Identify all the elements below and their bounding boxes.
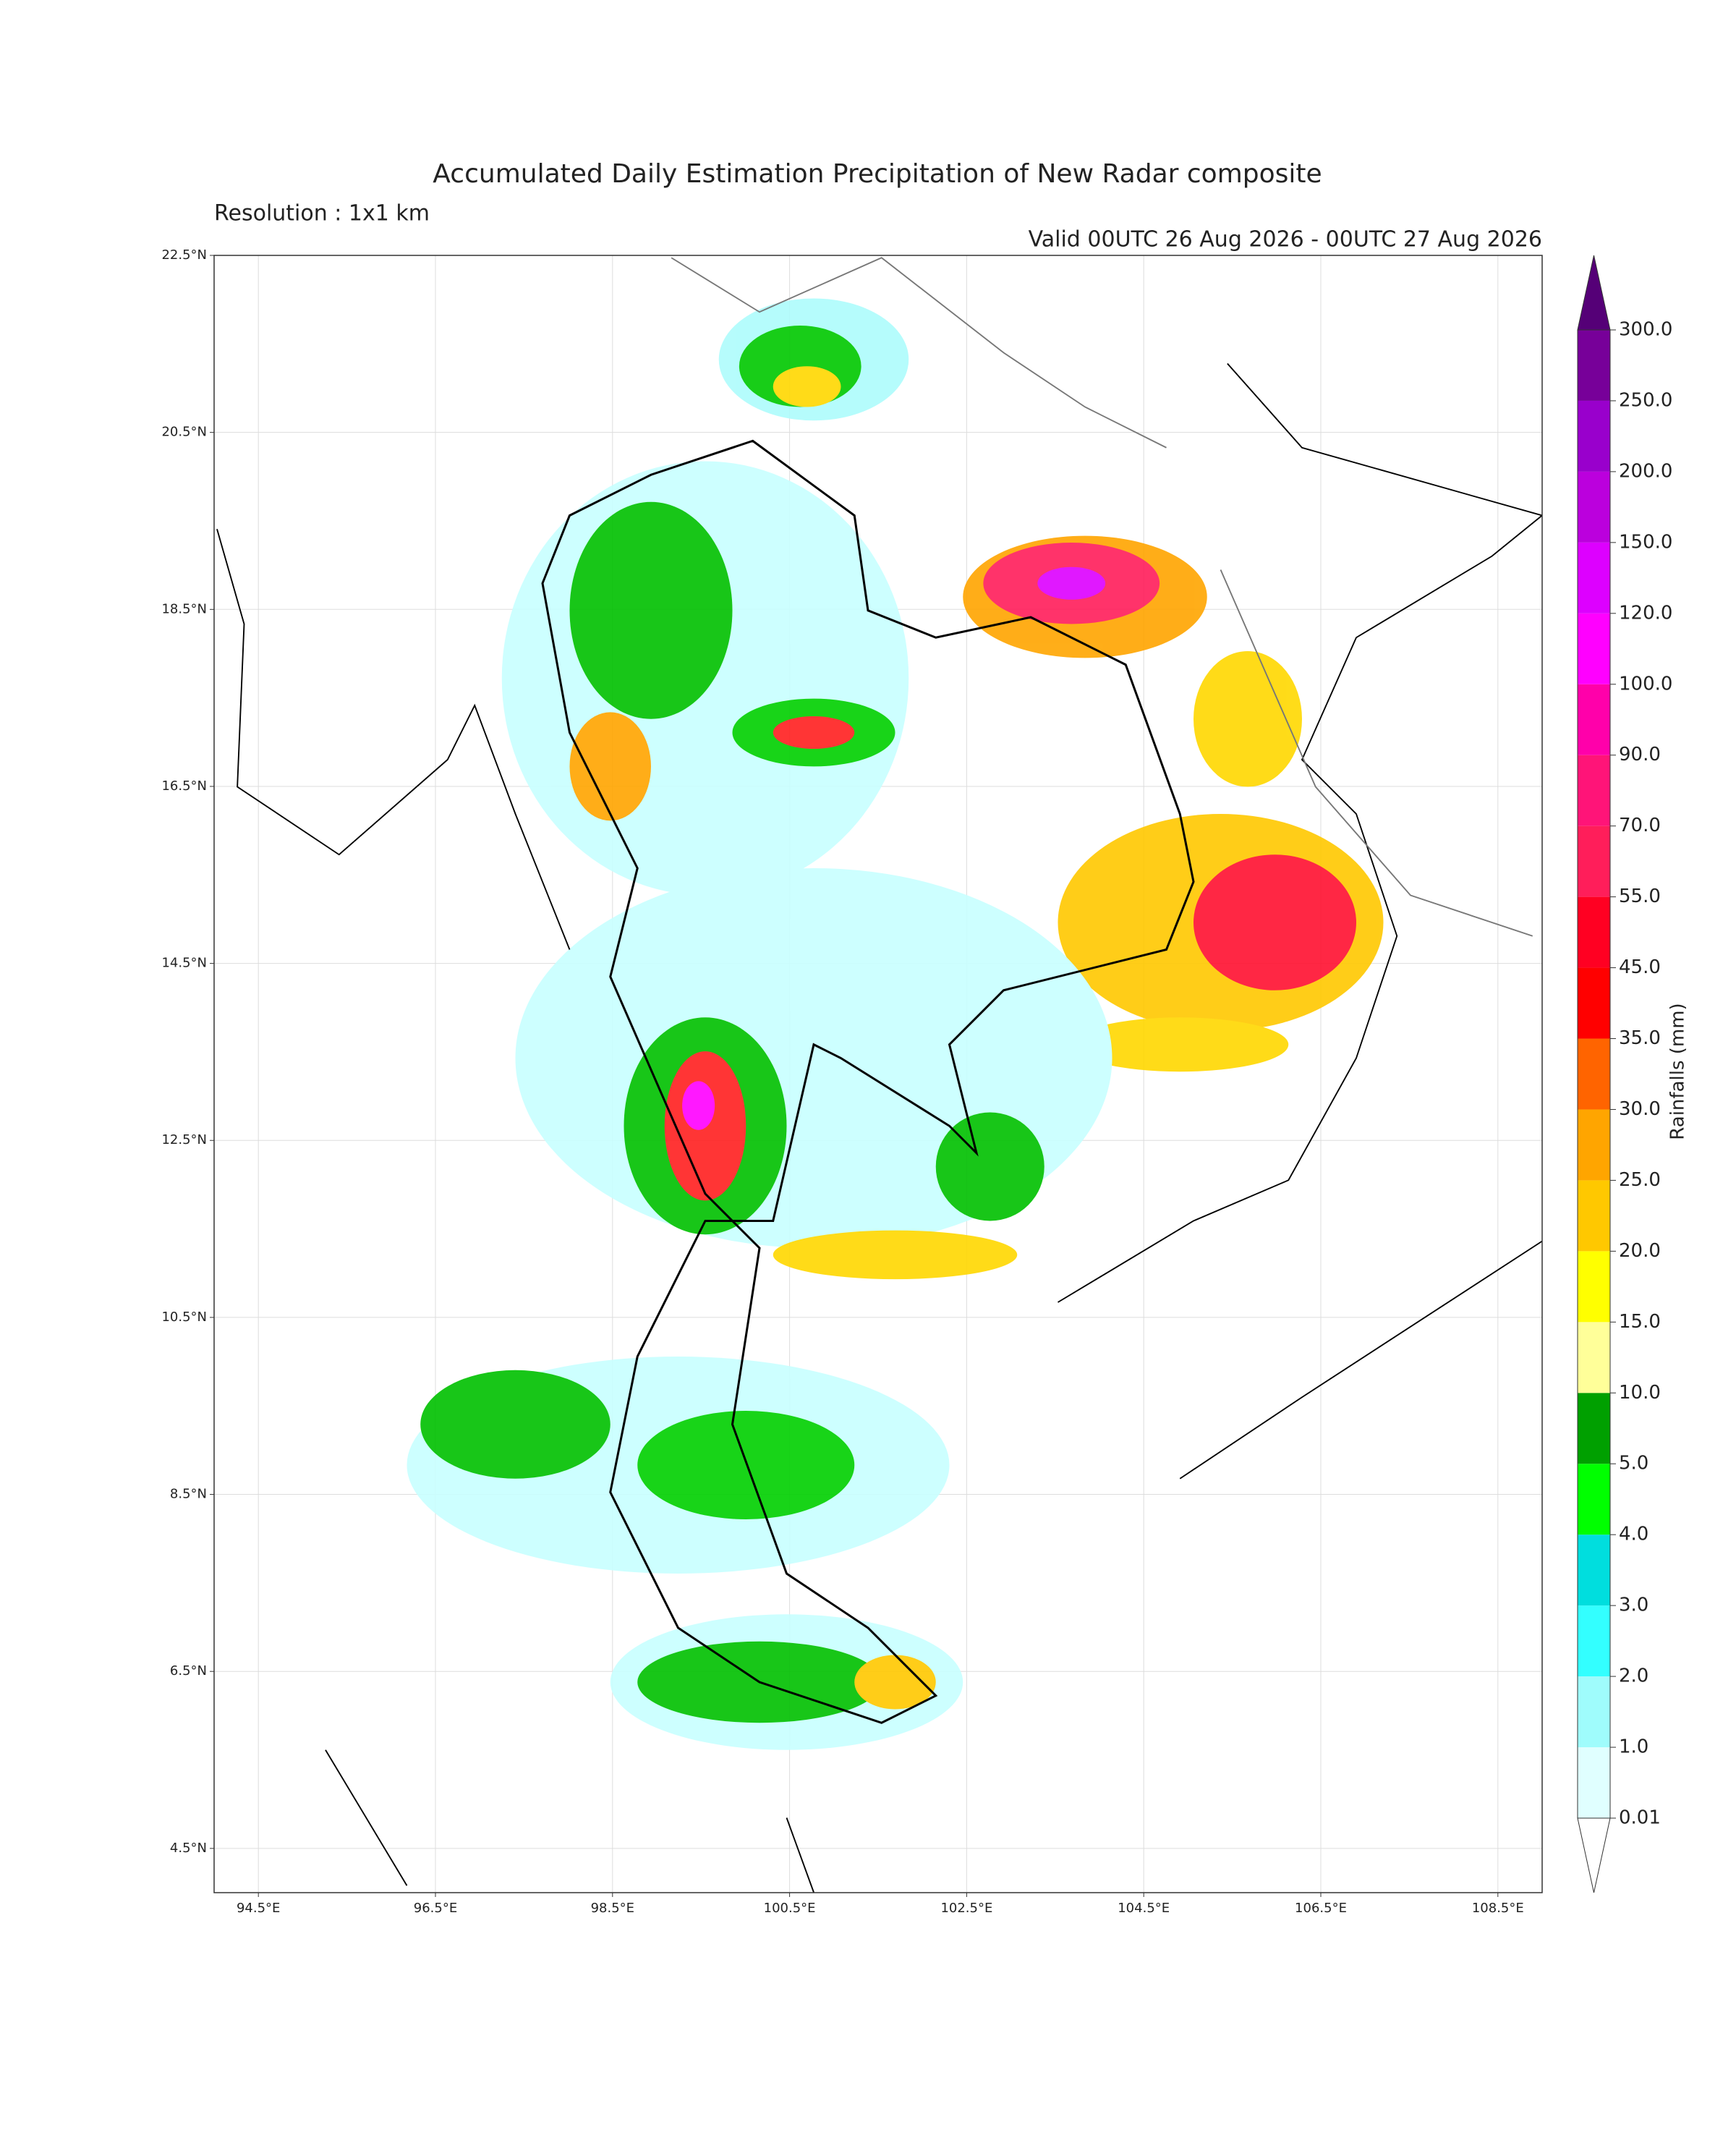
- colorbar-tick-label: 20.0: [1619, 1240, 1661, 1262]
- colorbar-band: [1578, 1676, 1610, 1748]
- lon-tick-label: 94.5°E: [237, 1901, 280, 1916]
- lat-tick-label: 18.5°N: [161, 601, 207, 616]
- colorbar-tick-label: 70.0: [1619, 815, 1661, 836]
- lon-tick-label: 98.5°E: [591, 1901, 634, 1916]
- colorbar-tick-label: 100.0: [1619, 673, 1672, 695]
- colorbar-tick-label: 25.0: [1619, 1169, 1661, 1191]
- colorbar-band: [1578, 1464, 1610, 1535]
- colorbar-tick-label: 150.0: [1619, 531, 1672, 553]
- rain-area: [569, 501, 733, 719]
- colorbar-tick-label: 30.0: [1619, 1098, 1661, 1120]
- colorbar-tick-label: 250.0: [1619, 389, 1672, 411]
- lat-tick-label: 4.5°N: [170, 1841, 207, 1856]
- colorbar-band: [1578, 1322, 1610, 1393]
- lon-tick-label: 104.5°E: [1118, 1901, 1170, 1916]
- colorbar-band: [1578, 967, 1610, 1039]
- map-frame: [213, 255, 1543, 1893]
- colorbar: 0.01 1.0 2.0 3.0 4.0 5.0 10.0 15.0 20.0 25.0 30.0 3…: [1577, 255, 1672, 1893]
- colorbar-tick-label: 15.0: [1619, 1311, 1661, 1333]
- title: Accumulated Daily Estimation Precipitati…: [433, 159, 1322, 189]
- colorbar-band: [1578, 613, 1610, 684]
- rain-area: [569, 712, 651, 821]
- colorbar-band: [1578, 330, 1610, 401]
- resolution: Resolution : 1x1 km: [214, 201, 430, 226]
- map-layers: [216, 257, 1542, 1893]
- colorbar-band: [1578, 471, 1610, 543]
- colorbar-tick-label: 300.0: [1619, 319, 1672, 341]
- rain-area: [637, 1411, 855, 1519]
- colorbar-band: [1578, 684, 1610, 755]
- lon-tick-label: 106.5°E: [1295, 1901, 1347, 1916]
- colorbar-band: [1578, 1251, 1610, 1323]
- colorbar-band: [1578, 896, 1610, 968]
- colorbar-band: [1578, 400, 1610, 472]
- valid-time: Valid 00UTC 26 Aug 2026 - 00UTC 27 Aug 2…: [1029, 227, 1542, 252]
- rain-area: [773, 1230, 1018, 1280]
- colorbar-band: [1578, 1605, 1610, 1677]
- rain-area: [773, 366, 841, 407]
- colorbar-tick-label: 5.0: [1619, 1453, 1648, 1474]
- lat-tick-label: 22.5°N: [161, 247, 207, 263]
- colorbar-band: [1578, 1038, 1610, 1110]
- boundaries: [216, 257, 1542, 1893]
- colorbar-tick-label: 120.0: [1619, 602, 1672, 624]
- lat-tick-label: 20.5°N: [161, 425, 207, 440]
- grid: 22.5°N 20.5°N 18.5°N 16.5°N 14.5°N 12.5°N 10.5…: [161, 247, 1542, 1916]
- rain-area: [420, 1370, 610, 1479]
- rain-area: [682, 1081, 715, 1130]
- colorbar-band: [1578, 755, 1610, 826]
- rain-area: [1194, 854, 1356, 990]
- rain-field: [407, 298, 1384, 1750]
- colorbar-tick-label: 2.0: [1619, 1665, 1648, 1687]
- lon-tick-label: 102.5°E: [940, 1901, 992, 1916]
- colorbar-band: [1578, 1535, 1610, 1606]
- colorbar-band: [1578, 1393, 1610, 1464]
- colorbar-band: [1578, 1109, 1610, 1181]
- rain-area: [1071, 1017, 1289, 1072]
- coastline: [1058, 362, 1542, 1480]
- lat-tick-label: 10.5°N: [161, 1310, 207, 1325]
- coastline: [325, 1749, 814, 1893]
- colorbar-band: [1578, 1180, 1610, 1252]
- lat-tick-label: 14.5°N: [161, 956, 207, 971]
- colorbar-outline: [1577, 329, 1611, 1819]
- lat-tick-label: 12.5°N: [161, 1132, 207, 1147]
- colorbar-tick-label: 10.0: [1619, 1382, 1661, 1404]
- rain-area: [1037, 566, 1106, 600]
- lon-tick-label: 96.5°E: [414, 1901, 457, 1916]
- colorbar-band: [1578, 826, 1610, 897]
- colorbar-tick-label: 4.0: [1619, 1524, 1648, 1545]
- rain-area: [773, 716, 855, 749]
- colorbar-tick-label: 35.0: [1619, 1027, 1661, 1049]
- colorbar-band: [1578, 1747, 1610, 1818]
- colorbar-tick-label: 1.0: [1619, 1736, 1648, 1758]
- country-border: [541, 439, 1195, 1724]
- colorbar-tick-label: 90.0: [1619, 744, 1661, 765]
- lat-tick-label: 8.5°N: [170, 1487, 207, 1502]
- colorbar-tick-label: 3.0: [1619, 1595, 1648, 1616]
- colorbar-tick-label: 45.0: [1619, 956, 1661, 978]
- lat-tick-label: 6.5°N: [170, 1663, 207, 1678]
- lon-tick-label: 108.5°E: [1472, 1901, 1524, 1916]
- colorbar-extend-min: [1577, 1817, 1611, 1893]
- coastline: [216, 528, 571, 950]
- colorbar-tick-label: 55.0: [1619, 886, 1661, 907]
- lat-tick-label: 16.5°N: [161, 778, 207, 794]
- lon-tick-label: 100.5°E: [764, 1901, 816, 1916]
- rain-area: [854, 1655, 936, 1710]
- colorbar-band: [1578, 542, 1610, 614]
- rain-area: [1194, 651, 1302, 787]
- border: [671, 257, 1533, 937]
- colorbar-tick-label: 0.01: [1619, 1807, 1661, 1829]
- colorbar-extend-max: [1577, 255, 1611, 331]
- colorbar-label: Rainfalls (mm): [1667, 1003, 1689, 1139]
- colorbar-tick-label: 200.0: [1619, 460, 1672, 482]
